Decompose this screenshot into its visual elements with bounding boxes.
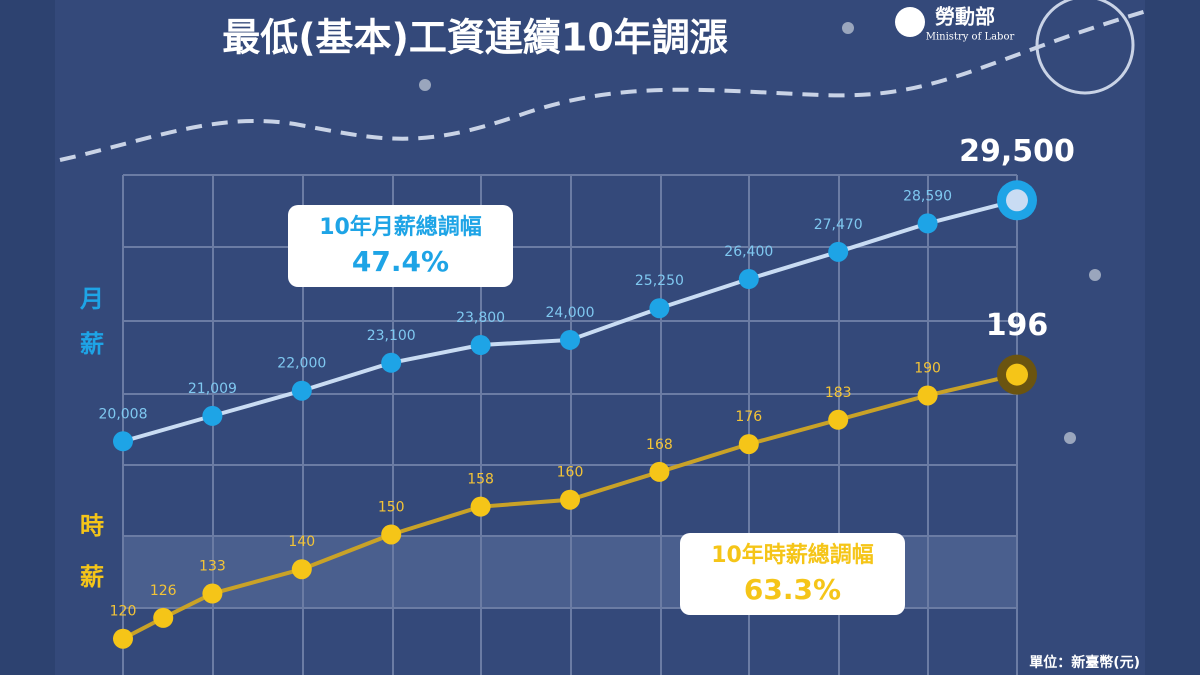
point bbox=[1006, 189, 1028, 212]
value-label: 126 bbox=[150, 583, 177, 599]
value-label: 196 bbox=[986, 308, 1049, 343]
summary-value: 47.4% bbox=[352, 245, 449, 278]
value-label: 168 bbox=[646, 437, 673, 453]
value-label: 21,009 bbox=[188, 381, 237, 397]
point bbox=[828, 241, 849, 262]
value-label: 23,100 bbox=[367, 328, 416, 344]
point bbox=[381, 352, 402, 373]
side-label: 時薪 bbox=[80, 512, 104, 591]
decor-dot bbox=[842, 22, 854, 34]
value-label: 24,000 bbox=[546, 305, 595, 321]
title: 最低(基本)工資連續10年調漲 bbox=[222, 16, 728, 60]
logo-icon bbox=[895, 7, 925, 37]
value-label: 27,470 bbox=[814, 217, 863, 233]
point bbox=[291, 559, 312, 580]
value-label: 25,250 bbox=[635, 273, 684, 289]
point bbox=[202, 405, 223, 426]
decor-dot bbox=[419, 79, 431, 91]
point bbox=[113, 431, 133, 452]
edge bbox=[1145, 0, 1200, 675]
summary-label: 10年月薪總調幅 bbox=[319, 214, 482, 240]
value-label: 23,800 bbox=[456, 310, 505, 326]
decor-dash bbox=[59, 8, 1151, 162]
value-label: 28,590 bbox=[903, 188, 952, 204]
value-label: 20,008 bbox=[99, 406, 148, 422]
value-label: 133 bbox=[199, 559, 226, 575]
point bbox=[828, 409, 849, 430]
point bbox=[153, 607, 174, 628]
point bbox=[649, 298, 670, 319]
point bbox=[649, 461, 670, 482]
point bbox=[291, 380, 312, 401]
summary-box bbox=[288, 205, 513, 287]
value-label: 158 bbox=[467, 472, 494, 488]
logo-en: Ministry of Labor bbox=[926, 32, 1015, 43]
point bbox=[470, 335, 491, 356]
point bbox=[202, 583, 223, 604]
unit: 單位：新臺幣(元) bbox=[1029, 654, 1140, 671]
value-label: 29,500 bbox=[959, 134, 1075, 169]
point bbox=[738, 434, 759, 455]
value-label: 26,400 bbox=[724, 244, 773, 260]
summary-value: 63.3% bbox=[744, 573, 841, 606]
value-label: 140 bbox=[288, 534, 315, 550]
decor-dot bbox=[1064, 432, 1076, 444]
point bbox=[1006, 363, 1028, 386]
point bbox=[560, 489, 580, 510]
value-label: 183 bbox=[825, 385, 852, 401]
point bbox=[560, 329, 580, 350]
edge bbox=[0, 0, 55, 675]
decor-globe bbox=[1035, 0, 1135, 95]
point bbox=[470, 496, 491, 517]
point bbox=[738, 269, 759, 290]
point bbox=[917, 213, 938, 234]
point bbox=[917, 385, 938, 406]
value-label: 150 bbox=[378, 499, 405, 515]
logo: 勞動部 bbox=[935, 5, 995, 29]
summary-box bbox=[680, 533, 905, 615]
summary-label: 10年時薪總調幅 bbox=[711, 542, 874, 568]
value-label: 190 bbox=[914, 360, 941, 376]
side-label: 月薪 bbox=[79, 285, 104, 358]
value-label: 160 bbox=[557, 465, 584, 481]
value-label: 176 bbox=[735, 409, 762, 425]
decor-dot bbox=[1089, 269, 1101, 281]
point bbox=[381, 524, 402, 545]
value-label: 120 bbox=[110, 604, 137, 620]
point bbox=[113, 628, 133, 649]
value-label: 22,000 bbox=[277, 356, 326, 372]
